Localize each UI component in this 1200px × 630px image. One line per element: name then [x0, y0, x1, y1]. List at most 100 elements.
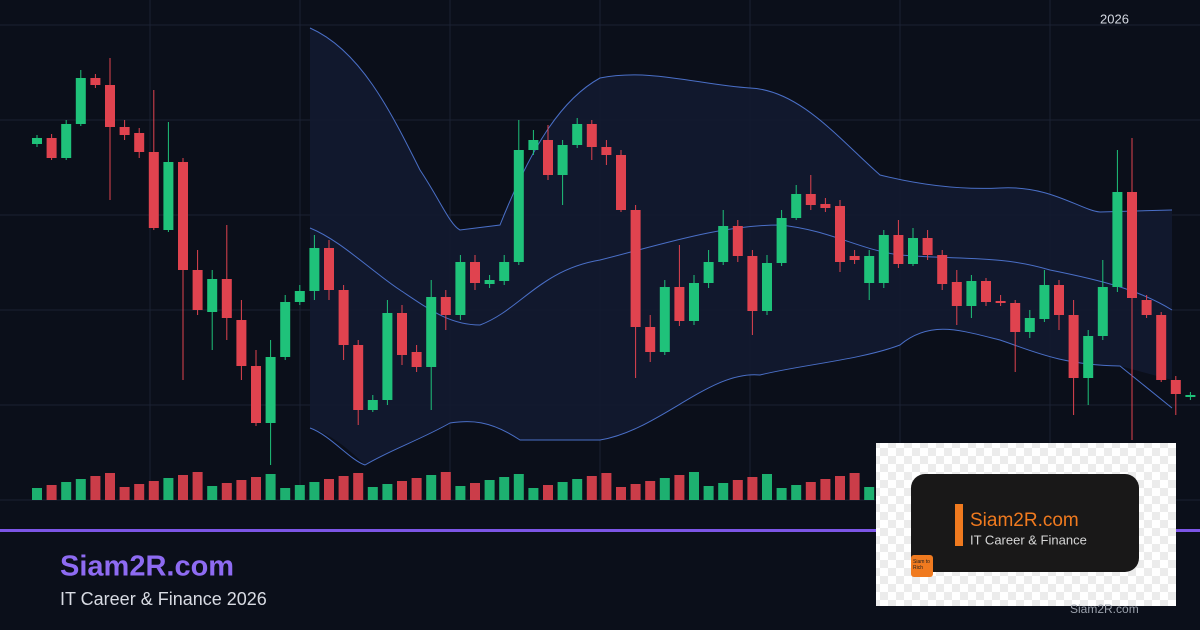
volume-bar — [32, 488, 42, 500]
volume-bar — [499, 477, 510, 500]
candle-body — [1024, 318, 1035, 332]
candle-body — [1039, 285, 1050, 319]
brand-subtitle: IT Career & Finance 2026 — [60, 589, 267, 609]
candle-body — [32, 138, 42, 144]
candle-body — [46, 138, 57, 158]
volume-bar — [367, 487, 378, 500]
volume-bar — [90, 476, 101, 500]
candle-body — [440, 297, 451, 315]
candle-body — [309, 248, 320, 291]
volume-bar — [163, 478, 174, 500]
candle-body — [178, 162, 188, 270]
candle-body — [1068, 315, 1079, 378]
candle-body — [557, 145, 568, 175]
volume-bar — [805, 482, 816, 500]
volume-bar — [586, 476, 597, 500]
candle-body — [367, 400, 378, 410]
volume-bar — [382, 484, 393, 500]
candle-body — [105, 85, 115, 127]
candle-body — [324, 248, 334, 290]
volume-bar — [864, 487, 875, 500]
brand-title: Siam2R.com — [60, 551, 234, 583]
candle-body — [732, 226, 743, 256]
candle-body — [294, 291, 305, 302]
volume-bars — [32, 472, 875, 500]
candle-body — [148, 152, 159, 228]
volume-bar — [338, 476, 349, 500]
volume-bar — [119, 487, 130, 500]
candle-body — [1170, 380, 1181, 394]
candle-body — [747, 256, 758, 311]
logo-text: Siam to Rich — [913, 559, 930, 571]
candle-body — [645, 327, 656, 352]
candle-body — [221, 279, 232, 318]
volume-bar — [543, 485, 553, 500]
volume-bar — [353, 473, 364, 500]
volume-bar — [61, 482, 72, 500]
candle-body — [543, 140, 553, 175]
candle-body — [1127, 192, 1137, 298]
volume-bar — [732, 480, 743, 500]
candle-body — [90, 78, 101, 85]
volume-bar — [251, 477, 261, 500]
volume-bar — [703, 486, 714, 500]
volume-bar — [674, 475, 685, 500]
candle-body — [119, 127, 130, 135]
candle-body — [572, 124, 583, 145]
volume-bar — [689, 472, 699, 500]
candle-body — [995, 301, 1006, 303]
candle-body — [893, 235, 904, 264]
volume-bar — [659, 478, 670, 500]
volume-bar — [324, 479, 334, 500]
volume-bar — [280, 488, 291, 500]
volume-bar — [134, 484, 145, 500]
volume-bar — [75, 479, 86, 500]
candle-body — [805, 194, 816, 205]
candle-body — [922, 238, 933, 255]
logo — [911, 555, 933, 577]
candle-body — [265, 357, 276, 423]
candle-body — [134, 133, 145, 152]
candle-body — [382, 313, 393, 400]
candle-body — [163, 162, 174, 230]
volume-bar — [105, 473, 115, 500]
candle-body — [411, 352, 422, 367]
volume-bar — [718, 483, 729, 500]
volume-bar — [572, 479, 583, 500]
candle-body — [1097, 287, 1108, 336]
candle-body — [528, 140, 539, 150]
volume-bar — [630, 484, 641, 500]
candle-body — [966, 281, 977, 306]
volume-bar — [309, 482, 320, 500]
candle-body — [776, 218, 787, 263]
candle-body — [1010, 303, 1021, 332]
candle-body — [1112, 192, 1123, 287]
volume-bar — [645, 481, 656, 500]
volume-bar — [528, 488, 539, 500]
candle-body — [207, 279, 218, 312]
candle-body — [397, 313, 407, 355]
candle-body — [674, 287, 685, 321]
divider — [0, 529, 1200, 532]
volume-bar — [470, 483, 480, 500]
candle-body — [75, 78, 86, 124]
volume-bar — [557, 482, 568, 500]
volume-bar — [601, 473, 612, 500]
volume-bar — [440, 472, 451, 500]
candle-body — [1054, 285, 1064, 315]
candle-body — [1156, 315, 1167, 380]
candle-body — [718, 226, 729, 262]
volume-bar — [411, 478, 422, 500]
candle-body — [499, 262, 510, 281]
candle-body — [338, 290, 349, 345]
candle-body — [864, 256, 875, 283]
candle-body — [586, 124, 597, 147]
candle-body — [951, 282, 962, 306]
candle-body — [426, 297, 437, 367]
candle-body — [484, 280, 495, 284]
volume-bar — [762, 474, 772, 500]
volume-bar — [426, 475, 437, 500]
volume-bar — [791, 485, 802, 500]
candle-body — [61, 124, 72, 158]
